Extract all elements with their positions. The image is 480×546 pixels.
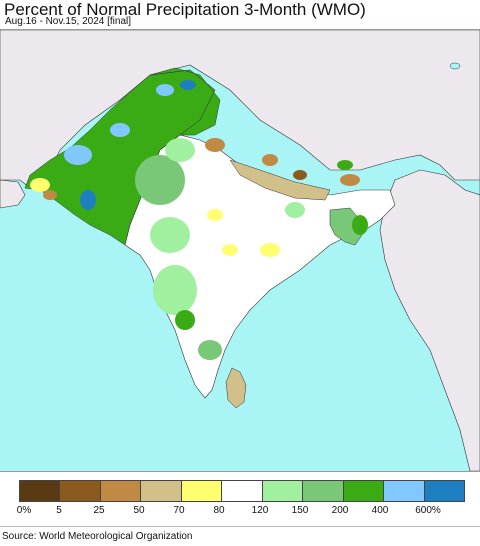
legend-swatch	[100, 481, 142, 501]
color-legend	[19, 480, 465, 502]
legend-label: 80	[213, 505, 225, 516]
legend-label: 120	[251, 505, 269, 516]
region-kashmir	[149, 67, 221, 136]
legend-label: 600%	[415, 505, 441, 516]
legend-swatch	[343, 481, 385, 501]
legend-label: 150	[291, 505, 309, 516]
legend-label: 25	[93, 505, 105, 516]
legend-swatch	[60, 481, 101, 501]
legend-label: 400	[371, 505, 389, 516]
legend-swatch	[262, 481, 304, 501]
anomaly-patches	[30, 80, 368, 360]
region-sri-lanka	[225, 367, 247, 409]
region-nepal	[229, 159, 331, 201]
lake-icon	[449, 62, 461, 70]
legend-label: 5	[56, 505, 62, 516]
legend-swatch	[303, 481, 344, 501]
outside-land-east	[379, 169, 480, 471]
legend-swatch	[424, 481, 464, 501]
source-credit: Source: World Meteorological Organizatio…	[2, 531, 193, 542]
legend-swatch	[20, 481, 61, 501]
legend-swatch	[222, 481, 263, 501]
legend-swatch	[141, 481, 182, 501]
legend-swatch	[181, 481, 223, 501]
map-title: Percent of Normal Precipitation 3-Month …	[4, 0, 366, 19]
outside-land-southwest	[0, 179, 26, 209]
legend-label: 200	[331, 505, 349, 516]
legend-label: 70	[173, 505, 185, 516]
map-canvas	[0, 30, 480, 471]
legend-label: 0%	[16, 505, 32, 516]
map-subtitle: Aug.16 - Nov.15, 2024 [final]	[5, 16, 132, 27]
legend-label: 50	[133, 505, 145, 516]
legend-swatch	[384, 481, 425, 501]
precipitation-map	[0, 29, 480, 472]
legend-labels: 0% 5 25 50 70 80 120 150 200 400 600%	[0, 505, 480, 519]
footer-divider	[0, 526, 480, 527]
region-bangladesh	[329, 207, 363, 246]
